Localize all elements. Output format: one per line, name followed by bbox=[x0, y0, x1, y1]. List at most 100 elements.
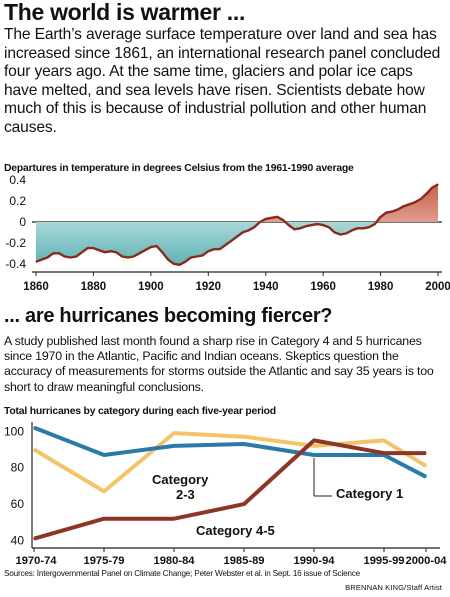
x-tick-label: 1985-89 bbox=[223, 555, 264, 567]
temperature-point bbox=[311, 224, 313, 226]
intro-paragraph: The Earth’s average surface temperature … bbox=[4, 26, 441, 136]
temperature-point bbox=[52, 252, 54, 254]
temperature-point bbox=[224, 244, 227, 246]
x-tick-label: 1980-84 bbox=[153, 555, 195, 567]
above-average-area bbox=[36, 184, 438, 222]
data-point bbox=[33, 537, 35, 540]
temperature-point bbox=[58, 252, 60, 254]
temperature-point bbox=[41, 259, 43, 261]
temperature-point bbox=[138, 252, 140, 254]
temperature-caption: Departures in temperature in degrees Cel… bbox=[4, 163, 354, 174]
temperature-point bbox=[92, 247, 95, 249]
temperature-point bbox=[121, 255, 123, 258]
data-point bbox=[173, 432, 175, 434]
data-point bbox=[103, 490, 105, 493]
label-category-2-3: 2-3 bbox=[176, 487, 195, 502]
temperature-point bbox=[167, 259, 169, 261]
temperature-point bbox=[201, 254, 204, 257]
x-tick-label: 1990-94 bbox=[293, 555, 335, 567]
temperature-point bbox=[69, 256, 72, 259]
data-point bbox=[313, 445, 315, 447]
temperature-point bbox=[173, 263, 175, 265]
temperature-point bbox=[397, 208, 399, 211]
data-point bbox=[383, 452, 385, 454]
temperature-point bbox=[253, 226, 255, 228]
label-category-1: Category 1 bbox=[336, 486, 403, 501]
x-tick-label: 1995-99 bbox=[363, 555, 404, 567]
hurricane-chart: 40 60 80 100 1970-74 1975-79 1980-84 1985-89 199… bbox=[4, 422, 447, 567]
temperature-point bbox=[334, 231, 336, 234]
temperature-point bbox=[213, 248, 215, 250]
temperature-chart: -0.4 -0.2 0 0.2 0.4 1860 1880 1900 1920 1940 1960 1… bbox=[5, 173, 450, 293]
data-point bbox=[425, 452, 427, 454]
temperature-point bbox=[184, 261, 186, 263]
hurricane-paragraph: A study published last month found a sha… bbox=[4, 334, 434, 394]
temperature-point bbox=[431, 186, 433, 189]
temperature-point bbox=[402, 205, 405, 207]
data-point bbox=[425, 465, 427, 467]
temperature-point bbox=[385, 212, 387, 214]
temperature-point bbox=[110, 250, 112, 252]
data-point bbox=[243, 443, 245, 445]
label-category-2-3: Category bbox=[152, 472, 209, 487]
temperature-point bbox=[265, 218, 267, 220]
x-tick-label: 1970-74 bbox=[15, 555, 57, 567]
data-point bbox=[103, 454, 105, 456]
temperature-point bbox=[259, 221, 261, 223]
x-tick-label: 1960 bbox=[310, 281, 336, 293]
temperature-point bbox=[408, 203, 410, 205]
temperature-point bbox=[161, 251, 163, 253]
temperature-point bbox=[247, 229, 250, 231]
temperature-point bbox=[328, 226, 330, 228]
x-tick-label: 1940 bbox=[253, 281, 279, 293]
temperature-point bbox=[305, 225, 307, 227]
hurricane-caption: Total hurricanes by category during each… bbox=[4, 406, 276, 417]
temperature-point bbox=[420, 198, 422, 200]
sources-note: Sources: Intergovernmental Panel on Clim… bbox=[4, 569, 361, 578]
data-point bbox=[313, 439, 315, 442]
data-point bbox=[425, 476, 427, 478]
y-tick-label: -0.4 bbox=[5, 257, 26, 271]
y-tick-label: 60 bbox=[11, 497, 25, 511]
temperature-point bbox=[35, 261, 37, 263]
temperature-point bbox=[144, 249, 146, 251]
y-tick-label: 100 bbox=[4, 424, 24, 438]
x-tick-label: 1920 bbox=[195, 281, 221, 293]
temperature-point bbox=[425, 193, 428, 195]
temperature-point bbox=[276, 216, 278, 218]
temperature-point bbox=[115, 251, 117, 253]
label-category-4-5: Category 4-5 bbox=[196, 523, 275, 538]
data-point bbox=[243, 503, 245, 505]
y-tick-label: 0 bbox=[19, 215, 26, 229]
temperature-point bbox=[316, 223, 318, 225]
temperature-point bbox=[362, 227, 364, 229]
temperature-point bbox=[46, 256, 49, 259]
x-tick-label: 1900 bbox=[138, 281, 164, 293]
temperature-point bbox=[339, 233, 341, 236]
temperature-point bbox=[368, 226, 370, 228]
temperature-point bbox=[178, 264, 181, 266]
temperature-point bbox=[345, 232, 347, 235]
temperature-point bbox=[288, 224, 290, 226]
temperature-point bbox=[270, 217, 273, 219]
temperature-point bbox=[242, 231, 244, 234]
artist-credit: BRENNAN KING/Staff Artist bbox=[345, 583, 442, 592]
temperature-point bbox=[75, 255, 77, 258]
temperature-point bbox=[87, 247, 89, 249]
temperature-point bbox=[391, 210, 393, 213]
data-point bbox=[383, 439, 385, 442]
data-point bbox=[313, 454, 315, 456]
temperature-point bbox=[104, 251, 106, 253]
series-line-category-2-3 bbox=[32, 431, 428, 494]
y-tick-label: 0.4 bbox=[9, 173, 26, 187]
temperature-point bbox=[190, 256, 192, 259]
temperature-point bbox=[379, 216, 382, 218]
data-point bbox=[103, 517, 105, 520]
headline: The world is warmer ... bbox=[4, 0, 246, 25]
temperature-point bbox=[64, 255, 66, 258]
temperature-point bbox=[374, 223, 376, 225]
x-tick-label: 1860 bbox=[23, 281, 49, 293]
y-tick-label: 40 bbox=[11, 534, 25, 548]
temperature-point bbox=[414, 201, 416, 203]
temperature-point bbox=[150, 246, 152, 248]
